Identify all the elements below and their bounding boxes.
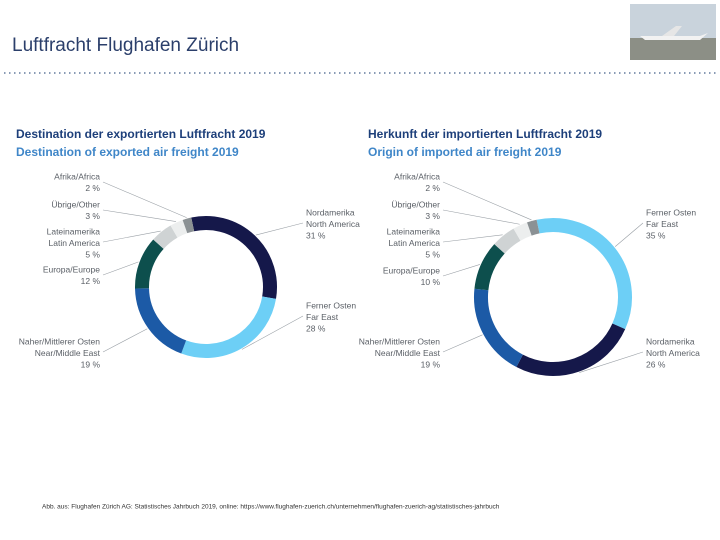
segment-label: Near/Middle East xyxy=(35,348,101,358)
segment-label: Latin America xyxy=(49,238,101,248)
donut-segment xyxy=(513,222,532,241)
value-label: 35 % xyxy=(646,230,666,240)
segment-label: Lateinamerika xyxy=(47,226,101,236)
chart-title: Destination der exportierten Luftfracht … xyxy=(16,127,266,141)
leader-line xyxy=(442,234,503,243)
segment-label: Europa/Europe xyxy=(383,265,440,275)
value-label: 28 % xyxy=(306,323,326,333)
leader-line xyxy=(442,334,483,353)
segment-label: Afrika/Africa xyxy=(394,171,440,181)
segment-label: Naher/Mittlerer Osten xyxy=(359,336,441,346)
value-label: 19 % xyxy=(81,359,101,369)
value-label: 26 % xyxy=(646,359,666,369)
leader-line xyxy=(442,209,520,225)
leader-line xyxy=(241,315,304,350)
leader-line xyxy=(579,351,644,373)
value-label: 3 % xyxy=(85,211,100,221)
segment-label: Latin America xyxy=(389,238,441,248)
donut-segment xyxy=(170,219,188,238)
donut-segment xyxy=(181,296,277,358)
segment-label: Nordamerika xyxy=(646,336,695,346)
segment-label: North America xyxy=(646,348,700,358)
segment-label: Naher/Mittlerer Osten xyxy=(19,336,101,346)
leader-line xyxy=(102,209,177,222)
photo xyxy=(630,4,716,60)
value-label: 5 % xyxy=(425,249,440,259)
segment-label: Übrige/Other xyxy=(51,199,100,209)
segment-label: North America xyxy=(306,219,360,229)
segment-label: Far East xyxy=(646,219,679,229)
chart-subtitle: Origin of imported air freight 2019 xyxy=(368,145,562,159)
leader-line xyxy=(442,264,481,277)
segment-label: Lateinamerika xyxy=(387,226,441,236)
leader-line xyxy=(102,230,161,243)
value-label: 5 % xyxy=(85,249,100,259)
source-note: Abb. aus: Flughafen Zürich AG: Statistis… xyxy=(42,504,500,511)
donut-segment xyxy=(153,225,178,250)
segment-label: Übrige/Other xyxy=(391,199,440,209)
leader-line xyxy=(442,181,532,221)
donut-segment xyxy=(474,288,524,368)
chart-subtitle: Destination of exported air freight 2019 xyxy=(16,145,239,159)
donut-segment xyxy=(527,219,540,236)
segment-label: Ferner Osten xyxy=(306,300,356,310)
leader-line xyxy=(102,181,187,218)
leader-line xyxy=(255,222,304,236)
segment-label: Far East xyxy=(306,312,339,322)
donut-segment xyxy=(536,218,632,330)
donut-segment xyxy=(135,239,164,289)
value-label: 12 % xyxy=(81,276,101,286)
leader-line xyxy=(102,328,148,353)
leader-line xyxy=(102,261,139,276)
leader-line xyxy=(614,222,644,247)
donut-segment xyxy=(516,323,626,376)
donut-segment xyxy=(474,244,505,291)
donut-segment xyxy=(494,228,521,254)
value-label: 31 % xyxy=(306,230,326,240)
value-label: 10 % xyxy=(421,277,441,287)
value-label: 19 % xyxy=(421,359,441,369)
slide-title: Luftfracht Flughafen Zürich xyxy=(12,35,239,56)
segment-label: Near/Middle East xyxy=(375,348,441,358)
segment-label: Afrika/Africa xyxy=(54,171,100,181)
segment-label: Europa/Europe xyxy=(43,264,100,274)
segment-label: Ferner Osten xyxy=(646,207,696,217)
segment-label: Nordamerika xyxy=(306,207,355,217)
donut-segment xyxy=(191,216,277,299)
value-label: 2 % xyxy=(85,183,100,193)
value-label: 2 % xyxy=(425,183,440,193)
donut-segment xyxy=(182,217,195,234)
donut-segment xyxy=(135,287,187,354)
chart-title: Herkunft der importierten Luftfracht 201… xyxy=(368,127,602,141)
value-label: 3 % xyxy=(425,211,440,221)
